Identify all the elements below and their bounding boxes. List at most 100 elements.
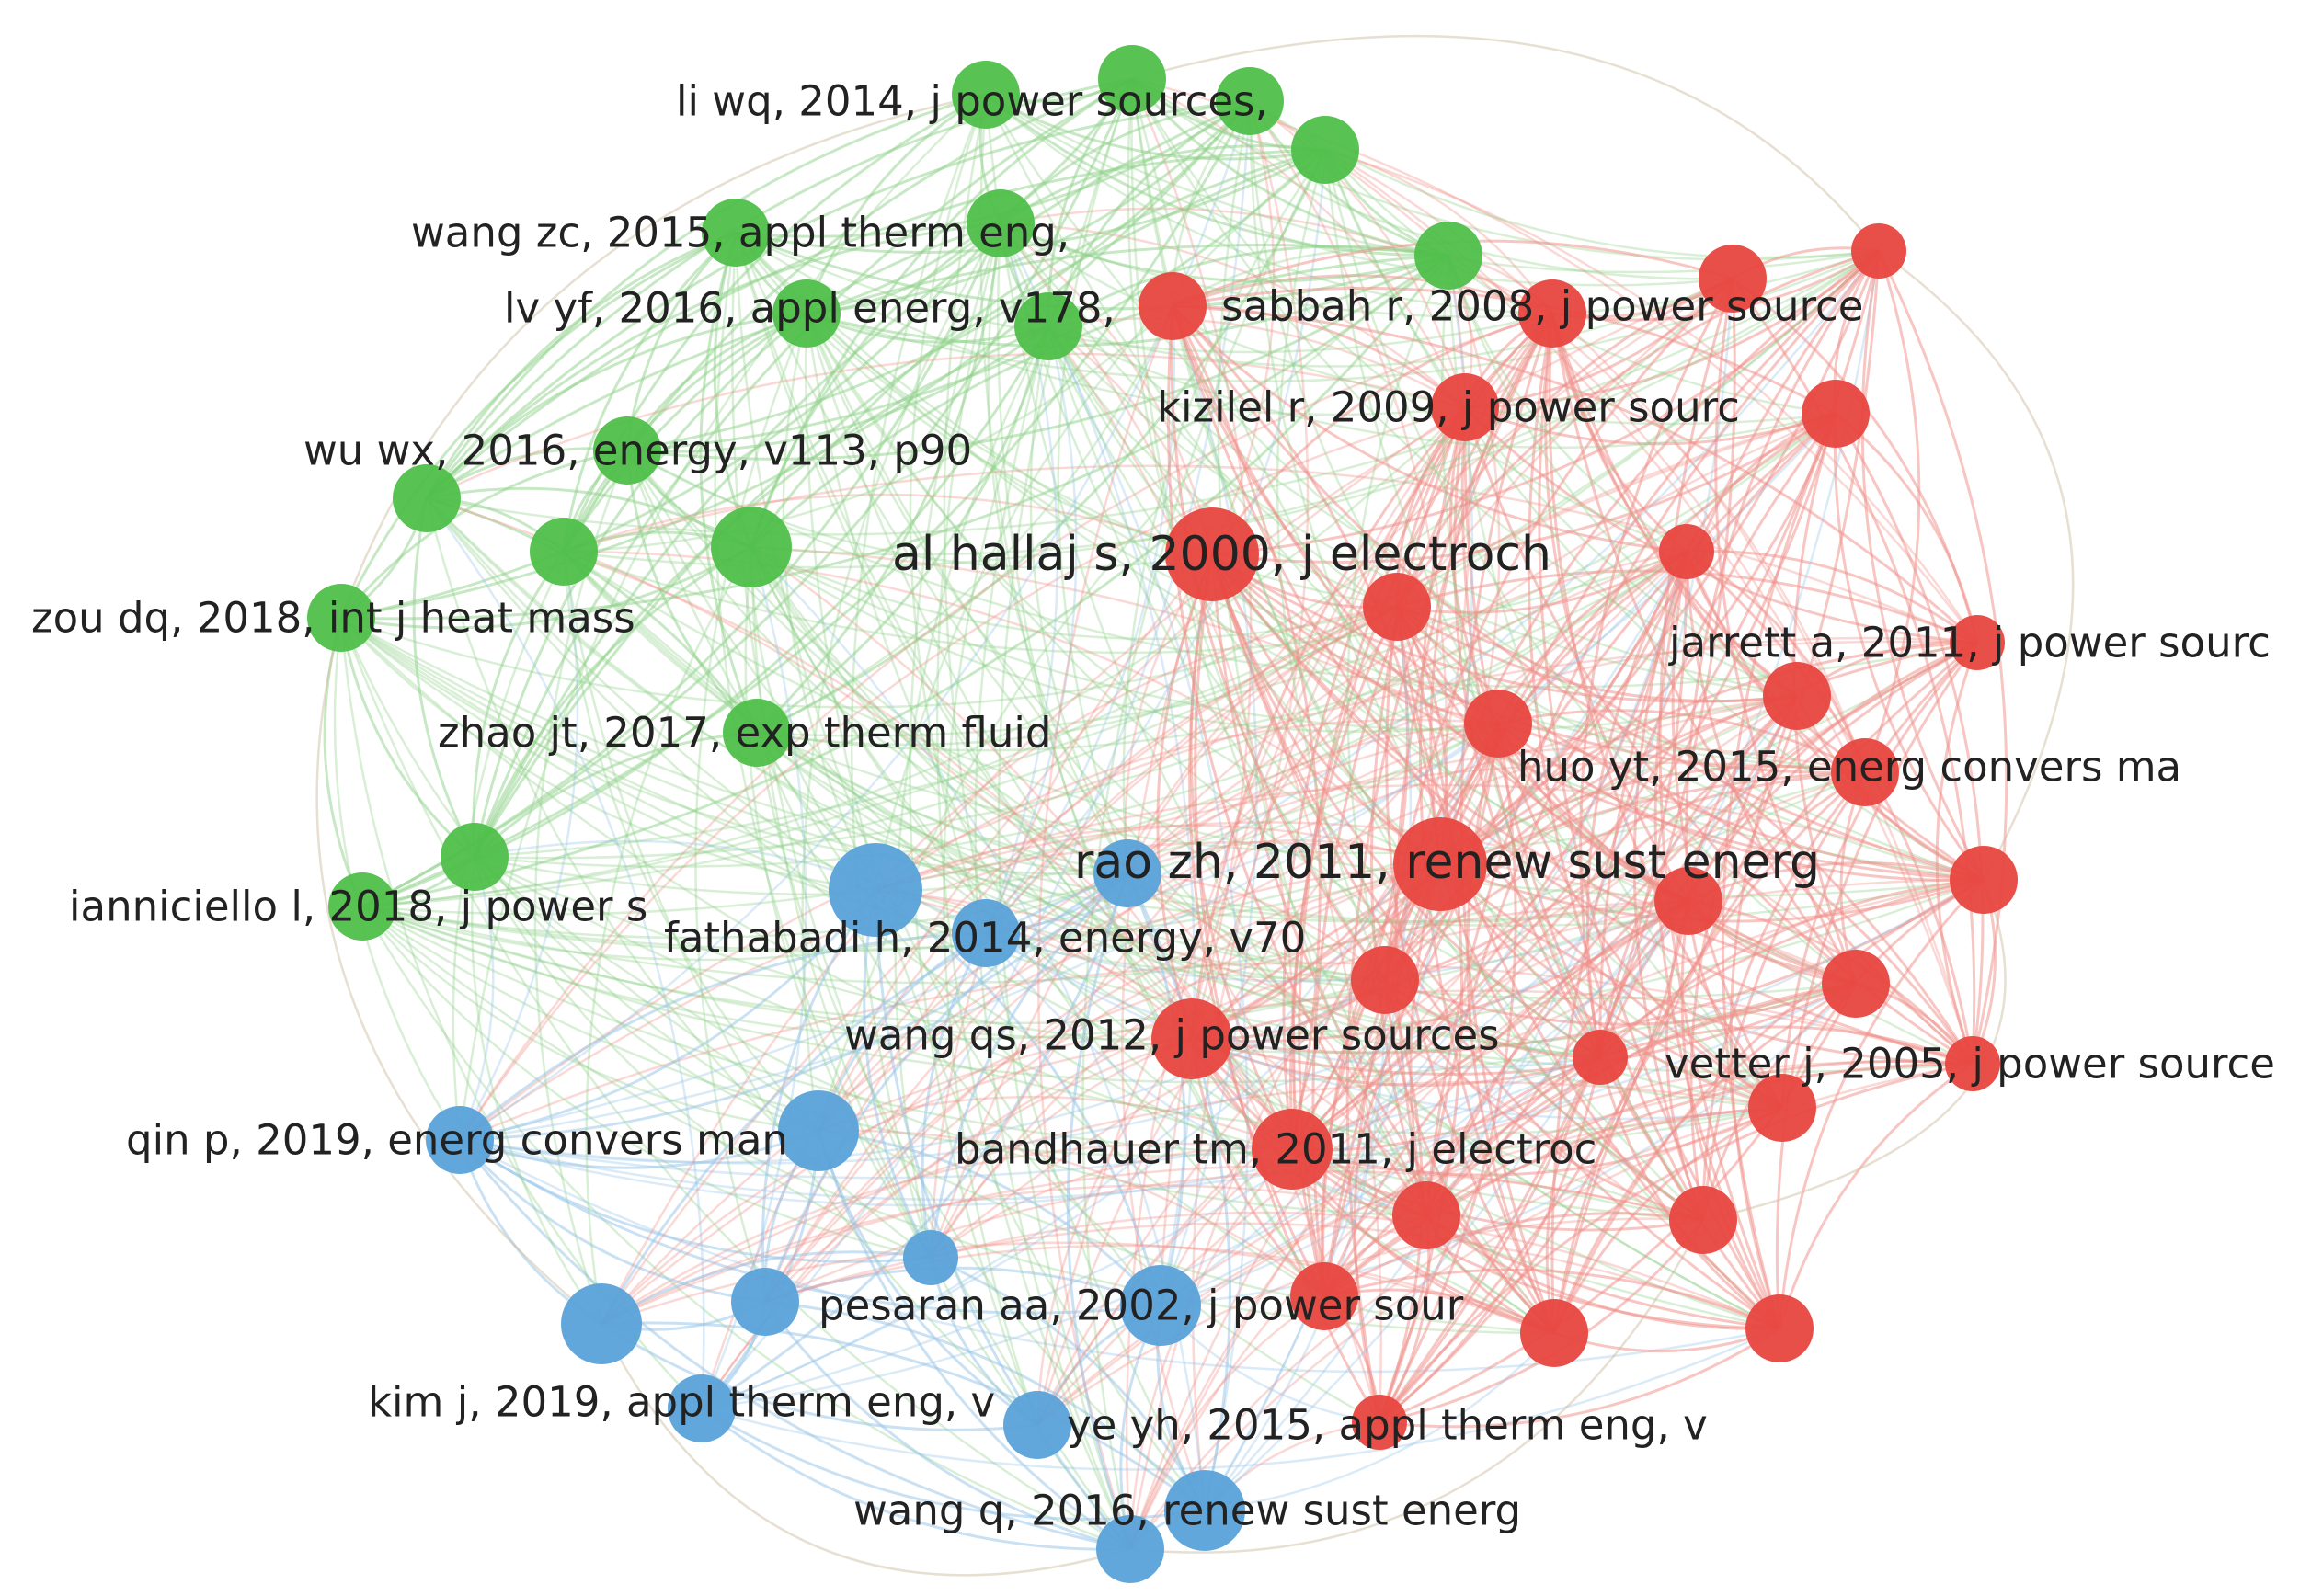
network-node-blue[interactable] [778,1090,859,1171]
network-node-green[interactable] [702,199,770,267]
network-node-red[interactable] [1252,1109,1333,1190]
network-edge [1632,551,1705,1221]
network-node-red[interactable] [1699,245,1767,313]
network-node-blue[interactable] [1096,1515,1164,1583]
network-edge [1702,879,2007,1222]
network-node-red[interactable] [1518,279,1586,348]
network-node-red[interactable] [1393,817,1487,911]
network-node-red[interactable] [1802,380,1870,448]
network-node-green[interactable] [772,279,841,348]
network-node-green[interactable] [723,699,791,767]
network-node-red[interactable] [1851,223,1906,279]
network-node-red[interactable] [1745,1294,1814,1362]
network-labels: li wq, 2014, j power sources, wang zc, 20… [31,77,2275,1535]
network-node-blue[interactable] [1120,1265,1201,1346]
network-edge [1545,1056,1602,1334]
network-edge [426,352,1466,500]
network-edge [1552,982,1857,1334]
network-node-green[interactable] [952,61,1020,129]
network-edge [1322,412,1837,1297]
network-edge [1729,695,1799,1329]
network-edge [756,605,1398,747]
network-node-red[interactable] [1363,573,1431,641]
network-edge [701,1327,1780,1471]
network-edge [750,546,1207,1511]
network-node-blue[interactable] [561,1283,642,1364]
network-node-green[interactable] [441,823,509,891]
network-edge [929,412,1837,1259]
network-edge [756,732,1128,875]
network-node-blue[interactable] [1003,1391,1071,1459]
network-edge [735,148,1326,254]
network-edge [756,412,1837,737]
network-node-green[interactable] [593,416,661,484]
network-edge [1191,1037,1601,1088]
network-node-red[interactable] [1520,1299,1588,1367]
network-edge [1160,551,1688,1307]
network-node-red[interactable] [1151,998,1232,1079]
network-edge [755,732,1206,1511]
network-edge [1188,553,1326,1297]
network-node-green[interactable] [711,507,792,587]
network-edge [984,325,1078,934]
network-edge [1160,695,1799,1307]
network-node-red[interactable] [1945,1036,2000,1091]
network-node-red[interactable] [1659,524,1714,579]
network-node-blue[interactable] [829,843,922,937]
network-node-red[interactable] [1165,507,1259,601]
network-node-green[interactable] [967,189,1035,257]
network-node-red[interactable] [1669,1186,1737,1254]
network-edge [987,222,1129,874]
network-node-blue[interactable] [1093,839,1161,907]
network-node-blue[interactable] [903,1230,958,1285]
network-node-blue[interactable] [426,1106,494,1174]
network-edge [562,222,1001,553]
network-node-red[interactable] [1352,1395,1407,1450]
network-edge [805,93,987,314]
node-label: qin p, 2019, energ convers man [126,1116,788,1165]
network-edge [1598,694,1798,1058]
network-edge [734,232,1161,1306]
network-node-red[interactable] [1950,846,2018,914]
network-edge [750,249,1880,556]
network-edge [361,550,1688,916]
network-node-green[interactable] [1414,222,1482,290]
network-node-green[interactable] [393,464,461,532]
network-node-red[interactable] [1392,1181,1460,1249]
network-node-red[interactable] [1654,867,1722,935]
network-edge [985,551,1688,935]
network-edge [735,231,1553,354]
network-edge [782,313,877,891]
network-node-blue[interactable] [668,1374,736,1442]
network-node-green[interactable] [1216,67,1284,135]
network-node-red[interactable] [1748,1074,1816,1142]
network-node-red[interactable] [1831,738,1899,806]
network-node-blue[interactable] [731,1268,799,1336]
network-edge [1379,1327,1780,1429]
network-edge [1210,100,1276,555]
network-node-green[interactable] [530,518,598,586]
network-node-red[interactable] [1464,690,1532,758]
network-edge [1249,99,1467,408]
network-node-red[interactable] [1290,1262,1358,1330]
network-edge [361,406,1466,908]
network-node-red[interactable] [1573,1030,1628,1085]
network-node-blue[interactable] [1164,1470,1245,1551]
network-node-green[interactable] [328,872,396,940]
network-node-blue[interactable] [952,899,1020,967]
network-node-red[interactable] [1950,615,2005,670]
network-node-red[interactable] [1822,950,1890,1018]
network-edge [818,1129,1325,1297]
network-node-green[interactable] [1098,45,1166,113]
network-node-green[interactable] [1291,116,1359,184]
network-node-red[interactable] [1139,272,1207,340]
network-node-red[interactable] [1763,662,1831,730]
network-node-green[interactable] [1014,292,1082,360]
network-node-green[interactable] [307,584,375,652]
network-node-red[interactable] [1351,946,1419,1014]
node-label: rao zh, 2011, renew sust energ [1074,835,1820,890]
network-edge [1211,249,1881,556]
network-edge [735,231,1449,311]
network-edge [459,962,1974,1142]
network-node-red[interactable] [1431,373,1499,441]
